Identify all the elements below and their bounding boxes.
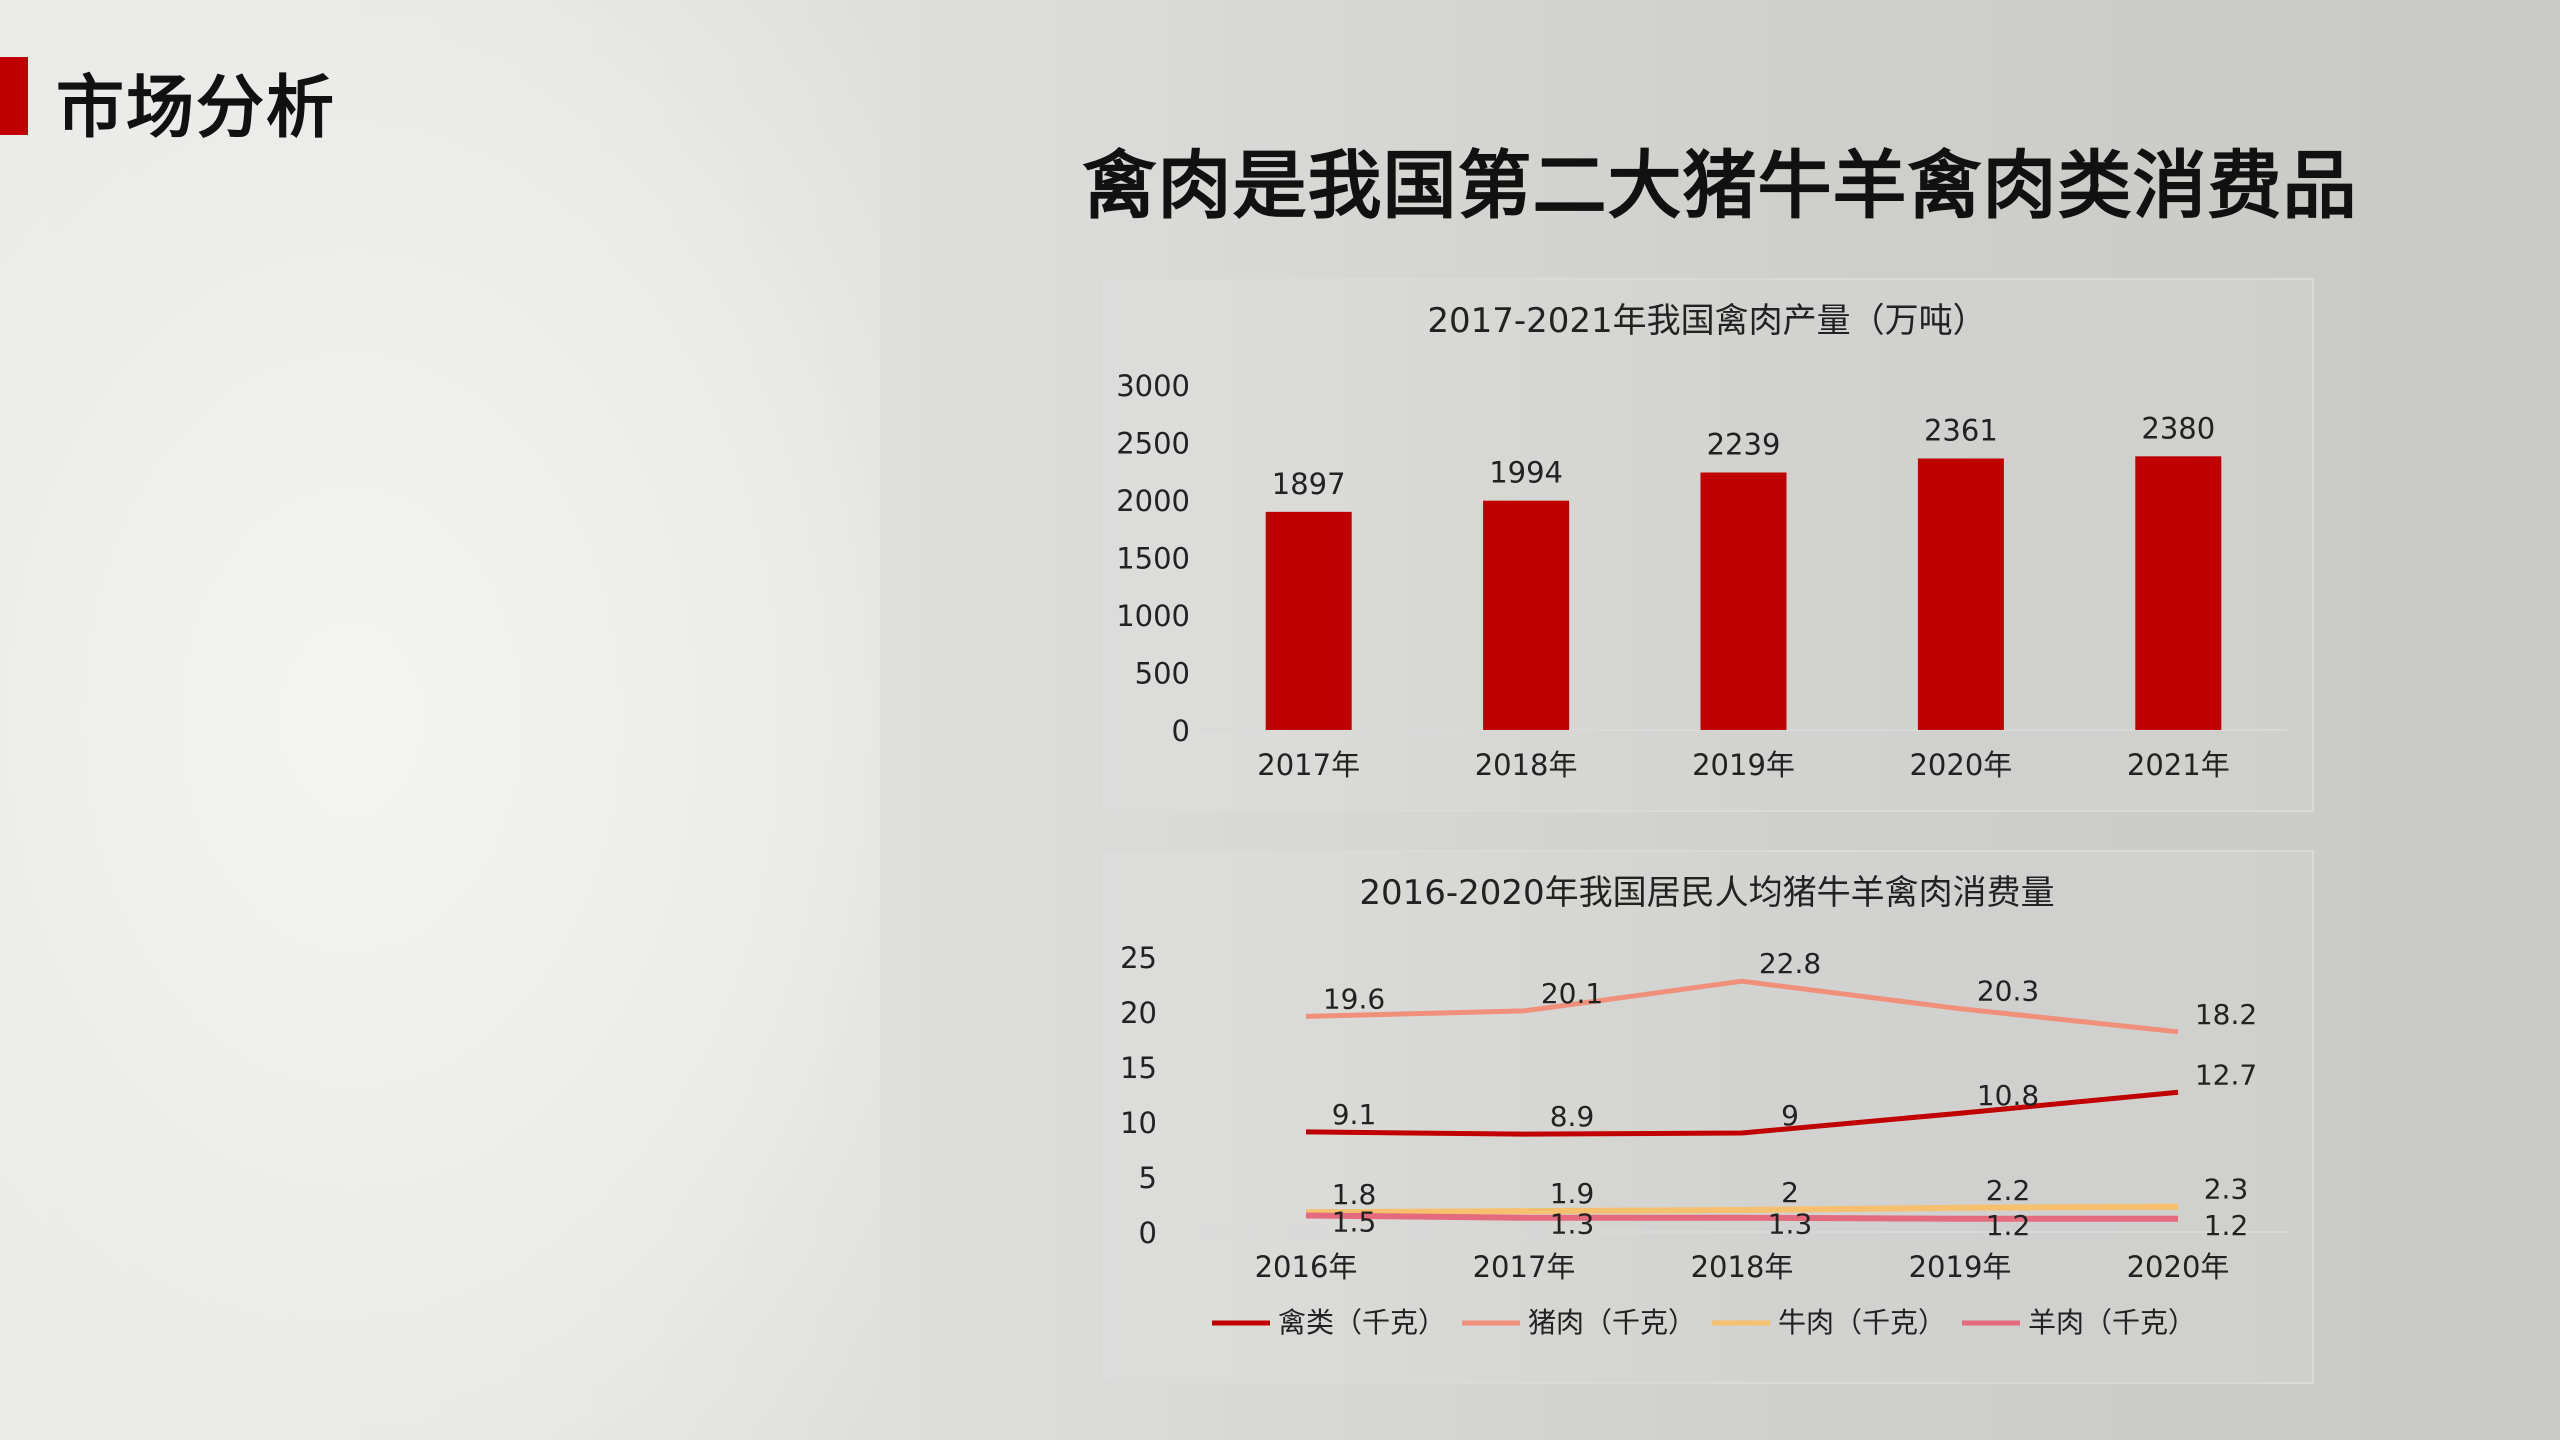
line-data-label: 2 [1781,1176,1799,1209]
series-line [1305,1212,2178,1222]
series-line [1305,978,2179,1035]
bar-data-label: 2361 [1924,413,1998,447]
bar [1917,458,2004,730]
bar-data-label: 2380 [2141,411,2215,445]
line-data-label: 2.3 [2204,1173,2249,1206]
line-data-label: 1.2 [1986,1209,2031,1242]
line-data-label: 1.2 [2204,1209,2249,1242]
x-tick-label: 2020年 [2127,1250,2230,1284]
y-tick-label: 10 [1120,1106,1157,1140]
x-tick-label: 2021年 [2127,748,2230,782]
y-tick-label: 1000 [1116,599,1190,633]
roast-chicken-photo [0,0,880,1440]
y-tick-label: 500 [1135,657,1190,691]
bar [1265,511,1352,730]
x-tick-label: 2020年 [1909,748,2012,782]
line-chart-svg: 2016-2020年我国居民人均猪牛羊禽肉消费量 0 5 10 15 20 25 2016年 2… [1120,873,2287,1339]
bar [1700,472,1787,730]
line-data-label: 20.1 [1541,977,1603,1010]
line-data-label: 2.2 [1986,1174,2031,1207]
chart-title: 2017-2021年我国禽肉产量（万吨） [1427,301,1986,341]
legend-label: 禽类（千克） [1278,1306,1446,1339]
line-data-label: 9.1 [1332,1098,1377,1131]
line-data-label: 22.8 [1759,947,1821,980]
line-data-label: 20.3 [1977,975,2039,1008]
y-tick-label: 0 [1172,714,1190,748]
y-tick-label: 1500 [1116,542,1190,576]
meat-consumption-chart: 2016-2020年我国居民人均猪牛羊禽肉消费量 0 5 10 15 20 25 2016年 2… [1100,850,2314,1384]
y-tick-label: 0 [1139,1216,1157,1250]
bar [1483,500,1570,730]
series-line [1305,1203,2179,1216]
line-data-label: 1.3 [1768,1208,1813,1241]
bar-chart-svg: 2017-2021年我国禽肉产量（万吨） 0 500 1000 1500 2000 2500… [1116,301,2287,782]
x-tick-label: 2017年 [1257,748,1360,782]
poultry-production-chart: 2017-2021年我国禽肉产量（万吨） 0 500 1000 1500 2000 2500… [1100,278,2314,812]
line-data-label: 8.9 [1550,1100,1595,1133]
title-accent-bar [0,57,28,135]
line-data-label: 19.6 [1323,982,1385,1015]
y-tick-label: 2000 [1116,484,1190,518]
line-data-label: 18.2 [2195,998,2257,1031]
y-tick-label: 3000 [1116,369,1190,403]
bar-data-label: 1897 [1272,467,1346,501]
main-heading: 禽肉是我国第二大猪牛羊禽肉类消费品 [1082,143,2358,229]
line-data-label: 1.8 [1332,1178,1377,1211]
line-data-label: 1.3 [1550,1208,1595,1241]
x-tick-label: 2019年 [1909,1250,2012,1284]
page-title: 市场分析 [56,69,337,148]
legend-label: 猪肉（千克） [1528,1306,1696,1339]
x-tick-label: 2018年 [1691,1250,1794,1284]
line-data-label: 1.9 [1550,1177,1595,1210]
chart-title: 2016-2020年我国居民人均猪牛羊禽肉消费量 [1359,873,2054,913]
x-tick-label: 2018年 [1475,748,1578,782]
x-tick-label: 2019年 [1692,748,1795,782]
legend-label: 牛肉（千克） [1778,1306,1946,1339]
x-tick-label: 2017年 [1473,1250,1576,1284]
line-data-label: 9 [1781,1099,1799,1132]
x-tick-label: 2016年 [1255,1250,1358,1284]
bar-data-label: 2239 [1707,428,1781,462]
y-tick-label: 15 [1120,1051,1157,1085]
series-line [1305,1089,2179,1137]
line-data-label: 1.5 [1332,1206,1377,1239]
bar-data-label: 1994 [1489,456,1563,490]
legend-label: 羊肉（千克） [2028,1306,2196,1339]
y-tick-label: 2500 [1116,427,1190,461]
line-data-label: 10.8 [1977,1079,2039,1112]
line-data-label: 12.7 [2195,1058,2257,1091]
y-tick-label: 25 [1120,941,1157,975]
y-tick-label: 20 [1120,996,1157,1030]
bar [2135,456,2222,730]
y-tick-label: 5 [1139,1161,1157,1195]
